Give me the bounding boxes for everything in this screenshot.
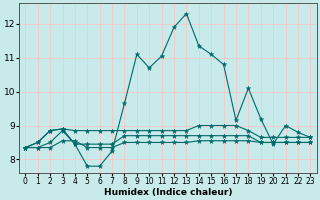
X-axis label: Humidex (Indice chaleur): Humidex (Indice chaleur) xyxy=(104,188,232,197)
